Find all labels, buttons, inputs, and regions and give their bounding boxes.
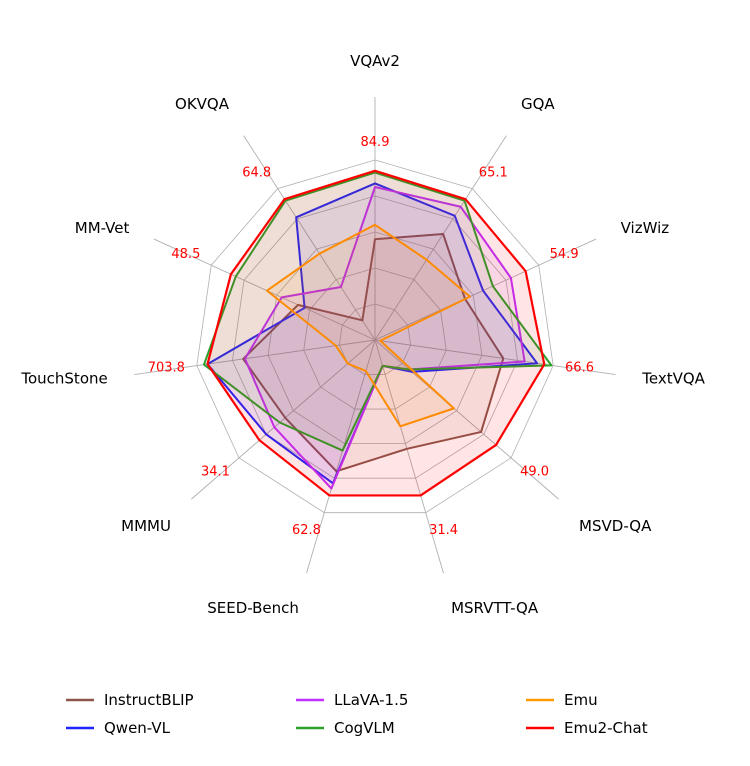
value-label: 703.8 [148, 360, 185, 375]
axis-label: MMMU [121, 517, 171, 535]
radar-chart-container: 84.9 65.1 54.9 66.6 49.0 31.4 62.8 34.1 703.8 48.… [0, 0, 750, 766]
axis-label: SEED-Bench [207, 599, 299, 617]
value-label: 65.1 [479, 165, 508, 180]
axis-label: VQAv2 [350, 52, 400, 70]
axis-label: TextVQA [641, 369, 705, 387]
value-label: 84.9 [361, 135, 390, 150]
legend-label: Emu [564, 691, 598, 709]
radar-chart-svg: 84.9 65.1 54.9 66.6 49.0 31.4 62.8 34.1 703.8 48.… [0, 0, 750, 766]
value-label: 66.6 [565, 360, 594, 375]
legend-label: CogVLM [334, 719, 395, 737]
value-label: 31.4 [429, 523, 458, 538]
value-label: 54.9 [550, 247, 579, 262]
axis-label: VizWiz [621, 219, 670, 237]
value-label: 49.0 [520, 465, 549, 480]
value-label: 34.1 [201, 465, 230, 480]
value-label: 64.8 [242, 165, 271, 180]
legend-label: Emu2-Chat [564, 719, 648, 737]
axis-label: MM-Vet [75, 219, 130, 237]
axis-label: MSVD-QA [579, 517, 652, 535]
value-label: 62.8 [292, 523, 321, 538]
axis-label: MSRVTT-QA [451, 599, 539, 617]
legend-label: LLaVA-1.5 [334, 691, 408, 709]
legend-label: InstructBLIP [104, 691, 194, 709]
axis-label: GQA [521, 95, 555, 113]
series-polygon [208, 171, 545, 496]
axis-label: TouchStone [20, 369, 107, 387]
value-label: 48.5 [171, 247, 200, 262]
legend-label: Qwen-VL [104, 719, 171, 737]
axis-label: OKVQA [175, 95, 230, 113]
